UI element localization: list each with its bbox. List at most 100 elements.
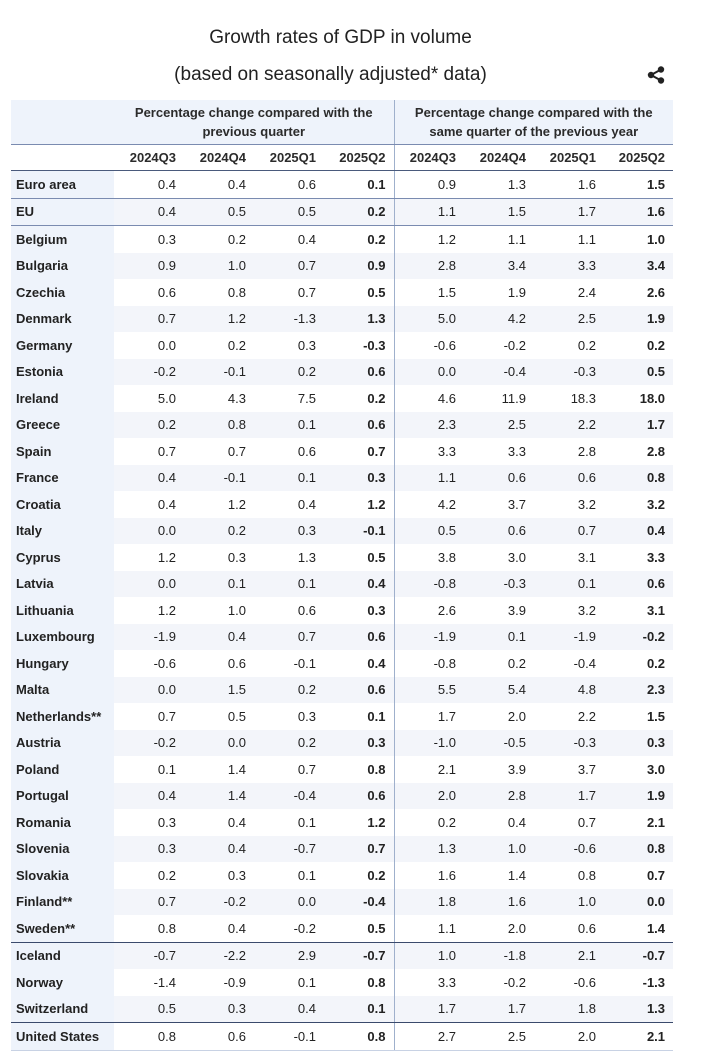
- table-row: Bulgaria 0.9 1.0 0.7 0.9 2.8 3.4 3.3 3.4: [11, 252, 674, 279]
- yoy-value-cell: 1.0: [464, 835, 534, 862]
- yoy-value-cell: 2.0: [534, 1022, 604, 1051]
- country-cell: Switzerland: [11, 995, 114, 1023]
- yoy-value-cell: 3.0: [464, 544, 534, 571]
- page-title: Growth rates of GDP in volume: [209, 27, 472, 48]
- yoy-value-cell: 3.3: [464, 438, 534, 465]
- qoq-value-cell: 0.8: [114, 915, 184, 943]
- yoy-value-cell: 0.4: [464, 809, 534, 836]
- yoy-value-cell: -0.3: [534, 358, 604, 385]
- yoy-value-cell: 0.1: [464, 623, 534, 650]
- qoq-value-cell: 0.8: [114, 1022, 184, 1051]
- yoy-value-cell: 2.8: [394, 252, 464, 279]
- table-row: Germany 0.0 0.2 0.3 -0.3 -0.6 -0.2 0.2 0.2: [11, 332, 674, 359]
- qoq-value-cell: 0.3: [254, 517, 324, 544]
- qoq-value-cell: 0.8: [324, 1022, 395, 1051]
- yoy-value-cell: 0.0: [394, 358, 464, 385]
- yoy-value-cell: -0.4: [534, 650, 604, 677]
- yoy-value-cell: -0.2: [464, 969, 534, 996]
- yoy-value-cell: 0.8: [604, 464, 674, 491]
- yoy-value-cell: 2.0: [464, 703, 534, 730]
- qoq-value-cell: 0.2: [254, 676, 324, 703]
- yoy-value-cell: 18.3: [534, 385, 604, 412]
- table-row: Cyprus 1.2 0.3 1.3 0.5 3.8 3.0 3.1 3.3: [11, 544, 674, 571]
- country-cell: Denmark: [11, 305, 114, 332]
- table-row: Slovakia 0.2 0.3 0.1 0.2 1.6 1.4 0.8 0.7: [11, 862, 674, 889]
- qoq-value-cell: 0.5: [184, 198, 254, 226]
- qoq-value-cell: 0.3: [114, 809, 184, 836]
- table-row: Ireland 5.0 4.3 7.5 0.2 4.6 11.9 18.3 18.0: [11, 385, 674, 412]
- table-row: Poland 0.1 1.4 0.7 0.8 2.1 3.9 3.7 3.0: [11, 756, 674, 783]
- qoq-value-cell: 0.0: [114, 332, 184, 359]
- qoq-value-cell: -0.7: [324, 942, 395, 969]
- yoy-value-cell: 1.6: [534, 170, 604, 199]
- qoq-value-cell: 0.5: [324, 915, 395, 943]
- yoy-value-cell: 0.6: [464, 517, 534, 544]
- qoq-value-cell: 0.3: [114, 835, 184, 862]
- qoq-value-cell: 0.1: [254, 570, 324, 597]
- country-cell: United States: [11, 1022, 114, 1051]
- yoy-value-cell: 1.4: [464, 862, 534, 889]
- yoy-value-cell: 2.7: [394, 1022, 464, 1051]
- qoq-value-cell: 0.6: [324, 358, 395, 385]
- qoq-value-cell: 0.7: [184, 438, 254, 465]
- qoq-value-cell: -0.6: [114, 650, 184, 677]
- qoq-value-cell: -0.4: [324, 888, 395, 915]
- yoy-value-cell: 2.3: [394, 411, 464, 438]
- table-row: Euro area 0.4 0.4 0.6 0.1 0.9 1.3 1.6 1.5: [11, 170, 674, 199]
- yoy-value-cell: 0.6: [534, 464, 604, 491]
- table-row: Lithuania 1.2 1.0 0.6 0.3 2.6 3.9 3.2 3.1: [11, 597, 674, 624]
- qoq-value-cell: 0.2: [324, 385, 395, 412]
- country-cell: Austria: [11, 729, 114, 756]
- yoy-value-cell: 4.8: [534, 676, 604, 703]
- yoy-value-cell: 1.1: [394, 464, 464, 491]
- qoq-value-cell: -0.9: [184, 969, 254, 996]
- country-cell: Belgium: [11, 225, 114, 253]
- share-icon[interactable]: [646, 65, 666, 85]
- yoy-value-cell: 2.8: [534, 438, 604, 465]
- country-cell: France: [11, 464, 114, 491]
- qoq-value-cell: 1.2: [114, 597, 184, 624]
- yoy-value-cell: 2.8: [464, 782, 534, 809]
- qoq-value-cell: 0.3: [324, 729, 395, 756]
- period-header-row: 2024Q3 2024Q4 2025Q1 2025Q2 2024Q3 2024Q…: [11, 144, 674, 171]
- yoy-value-cell: 3.1: [534, 544, 604, 571]
- yoy-value-cell: 1.8: [394, 888, 464, 915]
- qoq-value-cell: 0.4: [114, 464, 184, 491]
- qoq-value-cell: 1.4: [184, 756, 254, 783]
- qoq-value-cell: 0.4: [254, 225, 324, 253]
- yoy-value-cell: 1.9: [604, 782, 674, 809]
- yoy-value-cell: 4.2: [394, 491, 464, 518]
- qoq-value-cell: 0.1: [254, 862, 324, 889]
- qoq-value-cell: -0.1: [184, 358, 254, 385]
- qoq-value-cell: 1.2: [184, 491, 254, 518]
- yoy-value-cell: 1.6: [394, 862, 464, 889]
- qoq-value-cell: 0.3: [114, 225, 184, 253]
- yoy-value-cell: 2.1: [604, 1022, 674, 1051]
- yoy-value-cell: 11.9: [464, 385, 534, 412]
- yoy-value-cell: 1.3: [604, 995, 674, 1023]
- qoq-value-cell: 0.0: [184, 729, 254, 756]
- qoq-value-cell: 0.9: [114, 252, 184, 279]
- country-cell: Cyprus: [11, 544, 114, 571]
- qoq-value-cell: -1.9: [114, 623, 184, 650]
- yoy-value-cell: 1.0: [604, 225, 674, 253]
- header-corner: [11, 100, 114, 145]
- group-header-row: Percentage change compared with the prev…: [11, 100, 674, 145]
- yoy-value-cell: 2.6: [394, 597, 464, 624]
- country-cell: Bulgaria: [11, 252, 114, 279]
- yoy-value-cell: 1.7: [394, 703, 464, 730]
- qoq-value-cell: -1.4: [114, 969, 184, 996]
- qoq-value-cell: 7.5: [254, 385, 324, 412]
- yoy-value-cell: 2.4: [534, 279, 604, 306]
- qoq-value-cell: 0.2: [254, 358, 324, 385]
- country-cell: Estonia: [11, 358, 114, 385]
- yoy-value-cell: 2.5: [464, 411, 534, 438]
- qoq-value-cell: 0.5: [114, 995, 184, 1023]
- yoy-value-cell: 5.0: [394, 305, 464, 332]
- yoy-value-cell: 0.8: [534, 862, 604, 889]
- qoq-value-cell: 0.7: [114, 438, 184, 465]
- country-cell: Romania: [11, 809, 114, 836]
- qoq-value-cell: -0.2: [184, 888, 254, 915]
- qoq-value-cell: 0.5: [184, 703, 254, 730]
- yoy-value-cell: 1.9: [464, 279, 534, 306]
